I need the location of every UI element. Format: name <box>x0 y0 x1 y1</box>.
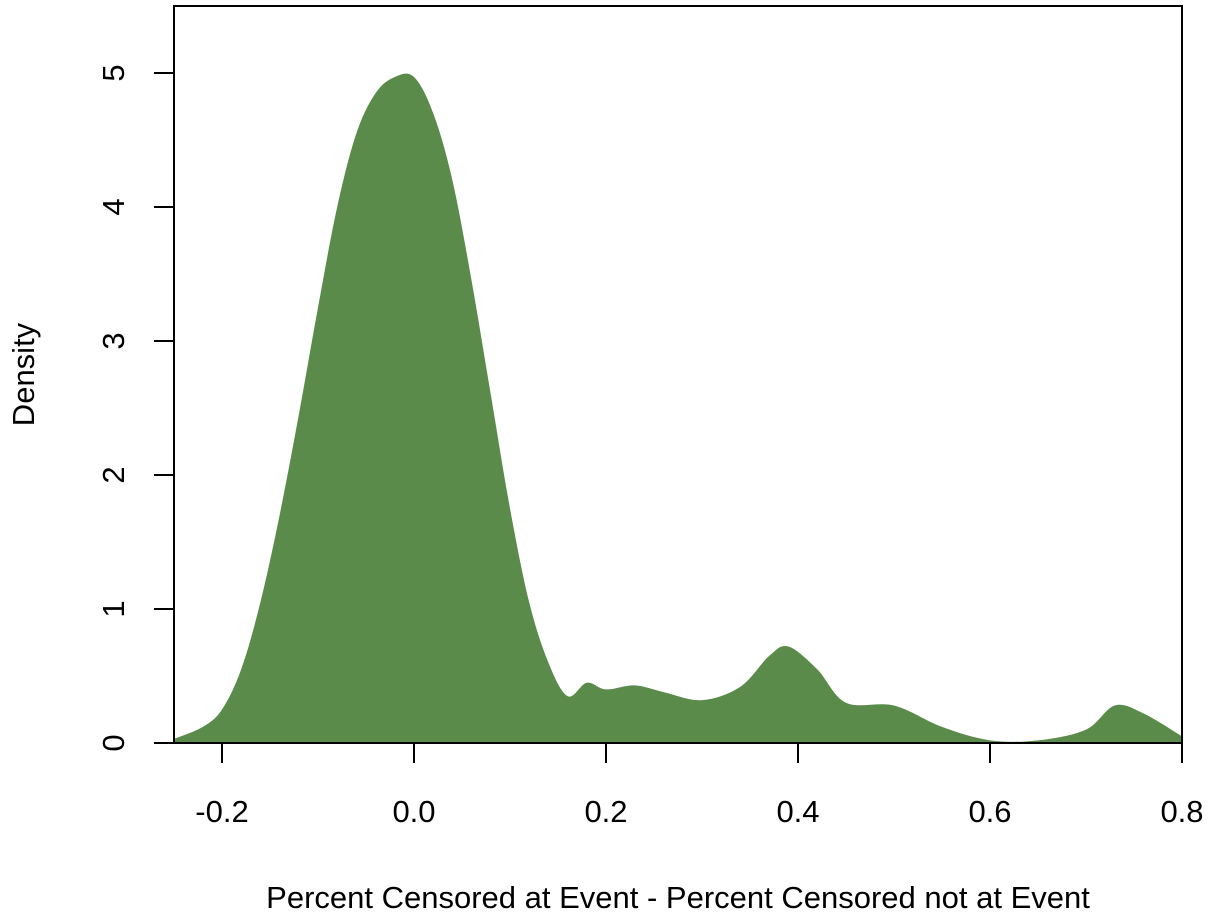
plot-frame <box>173 5 1183 744</box>
x-tick-label: 0.8 <box>1160 794 1203 829</box>
y-tick-label: 1 <box>96 600 131 617</box>
x-tick-label: 0.0 <box>392 794 435 829</box>
y-tick-label: 5 <box>96 64 131 81</box>
y-tick-label: 2 <box>96 466 131 483</box>
x-axis: -0.2 0.0 0.2 0.4 0.6 0.8 <box>195 743 1204 829</box>
y-tick-label: 0 <box>96 734 131 751</box>
x-tick-label: 0.2 <box>584 794 627 829</box>
density-area <box>174 73 1182 743</box>
y-tick-label: 4 <box>96 198 131 215</box>
x-tick-label: 0.6 <box>968 794 1011 829</box>
y-axis-title: Density <box>6 322 41 426</box>
y-axis: 0 1 2 3 4 5 <box>96 64 174 752</box>
x-tick-label: -0.2 <box>195 794 248 829</box>
x-axis-title: Percent Censored at Event - Percent Cens… <box>266 880 1090 915</box>
y-tick-label: 3 <box>96 332 131 349</box>
x-tick-label: 0.4 <box>776 794 819 829</box>
